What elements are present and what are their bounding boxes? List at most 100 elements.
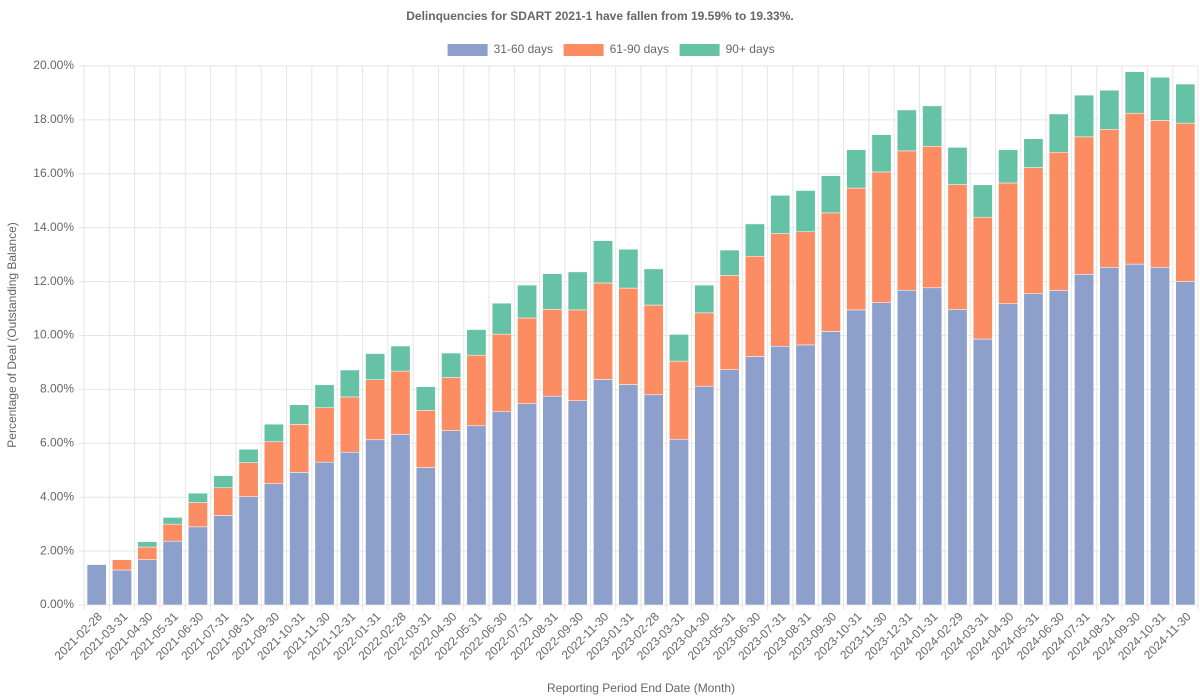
bar-segment — [618, 384, 639, 606]
bar-segment — [896, 150, 917, 291]
bar-segment — [998, 303, 1018, 606]
legend-label[interactable]: 61-90 days — [610, 42, 669, 56]
bar-segment — [542, 395, 563, 606]
bar-segment — [1124, 263, 1145, 606]
bar-segment — [998, 149, 1018, 184]
bar-segment — [213, 487, 234, 516]
bar-segment — [137, 541, 158, 548]
bar-segment — [1074, 274, 1094, 606]
bar-segment — [1023, 138, 1044, 168]
bar-segment — [947, 184, 968, 310]
bar-segment — [339, 396, 360, 453]
bar-segment — [188, 492, 208, 503]
bar-segment — [314, 407, 335, 463]
bar-segment — [922, 105, 943, 147]
bar-segment — [821, 212, 841, 332]
bar-segment — [112, 569, 132, 606]
bar-segment — [770, 195, 791, 234]
bar-segment — [415, 410, 436, 468]
bar-segment — [238, 448, 259, 463]
legend-swatch[interactable] — [679, 44, 720, 56]
bar-segment — [162, 517, 183, 525]
bar-segment — [314, 461, 335, 606]
bar-segment — [1023, 293, 1044, 606]
bar-segment — [137, 546, 158, 560]
bar-segment — [390, 345, 411, 372]
bar-segment — [137, 559, 158, 606]
y-tick-label: 2.00% — [40, 543, 74, 557]
bar-segment — [1099, 129, 1120, 268]
y-tick-label: 8.00% — [40, 382, 74, 396]
bar-segment — [770, 233, 791, 347]
bar-segment — [567, 309, 588, 401]
y-tick-label: 20.00% — [33, 58, 74, 72]
bar-segment — [517, 317, 537, 404]
y-tick-label: 16.00% — [33, 166, 74, 180]
bar-segment — [1175, 281, 1196, 606]
bar-segment — [289, 472, 310, 606]
legend-label[interactable]: 90+ days — [726, 42, 775, 56]
bar-segment — [643, 268, 664, 306]
bar-segment — [365, 379, 386, 441]
bar-segment — [871, 171, 892, 303]
bar-segment — [795, 231, 816, 346]
bar-segment — [896, 109, 917, 152]
bar-segment — [972, 184, 993, 218]
bar-segment — [441, 377, 461, 431]
bar-segment — [618, 249, 639, 289]
bar-segment — [162, 540, 183, 606]
bar-segment — [1124, 71, 1145, 114]
bar-segment — [289, 404, 310, 425]
bar-segment — [871, 134, 892, 173]
bar-segment — [1175, 83, 1196, 124]
legend-label[interactable]: 31-60 days — [494, 42, 553, 56]
bar-segment — [441, 352, 461, 378]
bar-segment — [86, 564, 107, 606]
bar-segment — [1048, 151, 1069, 291]
bar-segment — [390, 434, 411, 606]
bar-segment — [1048, 290, 1069, 606]
y-tick-label: 0.00% — [40, 597, 74, 611]
bar-segment — [871, 302, 892, 606]
bar-segment — [643, 394, 664, 606]
bar-segment — [466, 329, 487, 356]
bar-segment — [795, 190, 816, 232]
bar-segment — [745, 356, 765, 606]
bar-segment — [517, 284, 537, 319]
bar-segment — [593, 379, 613, 606]
bar-segment — [846, 149, 867, 189]
bar-segment — [947, 147, 968, 185]
bar-segment — [491, 333, 512, 413]
bar-segment — [365, 439, 386, 606]
bar-segment — [238, 462, 259, 497]
bar-segment — [567, 271, 588, 311]
bar-segment — [466, 354, 487, 427]
bar-segment — [719, 275, 740, 370]
bar-segment — [947, 309, 968, 606]
bar-segment — [466, 425, 487, 606]
legend-swatch[interactable] — [563, 44, 604, 56]
bar-segment — [314, 384, 335, 408]
bar-segment — [188, 526, 208, 606]
bar-segment — [289, 424, 310, 473]
x-axis-title: Reporting Period End Date (Month) — [547, 681, 735, 695]
bar-segment — [1048, 113, 1069, 153]
bar-segment — [1150, 120, 1170, 268]
bar-segment — [669, 360, 689, 440]
bar-segment — [567, 400, 588, 606]
y-tick-label: 6.00% — [40, 435, 74, 449]
bar-segment — [491, 302, 512, 335]
bar-segment — [1023, 167, 1044, 294]
bar-segment — [972, 216, 993, 340]
bar-segment — [694, 385, 715, 606]
legend-swatch[interactable] — [447, 44, 488, 56]
bar-segment — [669, 439, 689, 606]
bar-segment — [238, 496, 259, 606]
bar-segment — [390, 370, 411, 435]
bar-segment — [1074, 136, 1094, 275]
y-tick-label: 18.00% — [33, 112, 74, 126]
bar-segment — [162, 523, 183, 542]
bar-segment — [922, 146, 943, 289]
y-tick-label: 14.00% — [33, 220, 74, 234]
